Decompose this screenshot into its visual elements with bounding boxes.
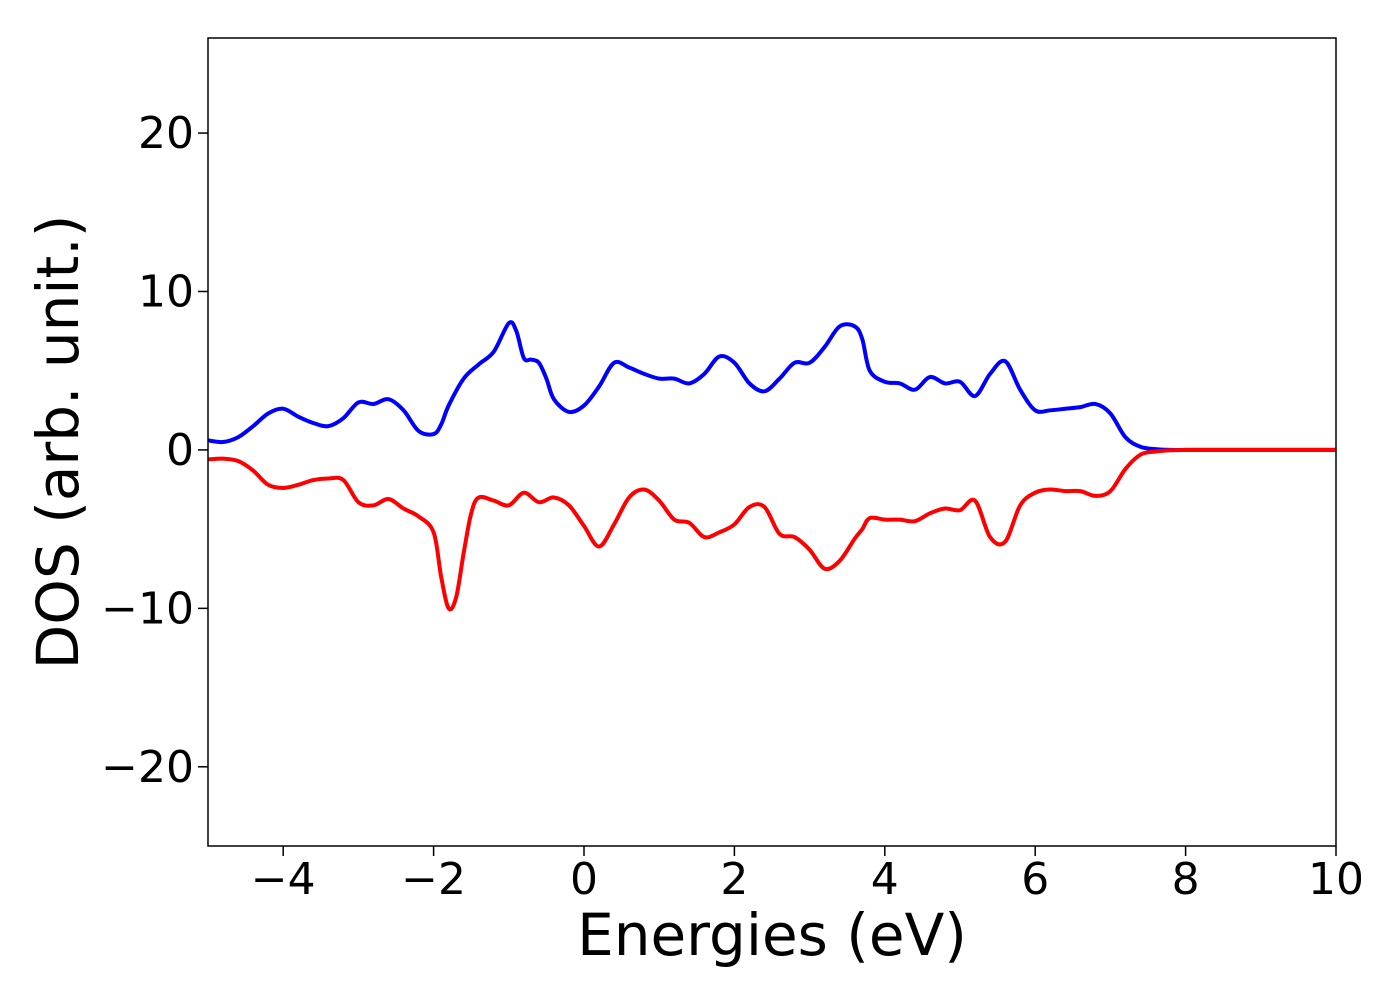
- x-tick-label: 4: [871, 854, 899, 905]
- x-tick-label: 0: [570, 854, 598, 905]
- x-tick-label: 10: [1308, 854, 1364, 905]
- y-axis: −20 −10 0 10 20: [101, 108, 208, 793]
- y-tick-label: −10: [101, 583, 194, 634]
- plot-frame: [207, 37, 1337, 847]
- x-tick-label: −4: [251, 854, 316, 905]
- x-axis-label: Energies (eV): [577, 901, 967, 969]
- x-axis: −4 −2 0 2 4 6 8 10: [251, 846, 1364, 905]
- y-axis-label: DOS (arb. unit.): [24, 215, 92, 670]
- x-tick-label: −2: [401, 854, 466, 905]
- x-tick-label: 2: [720, 854, 748, 905]
- series-layer: [208, 320, 1336, 612]
- y-tick-label: −20: [101, 742, 194, 793]
- x-tick-label: 6: [1021, 854, 1049, 905]
- series-line-spin-down: [208, 447, 1336, 612]
- x-tick-label: 8: [1172, 854, 1200, 905]
- y-tick-label: 10: [138, 266, 194, 317]
- y-tick-label: 0: [166, 425, 194, 476]
- y-tick-label: 20: [138, 108, 194, 159]
- series-line-spin-up: [208, 320, 1336, 452]
